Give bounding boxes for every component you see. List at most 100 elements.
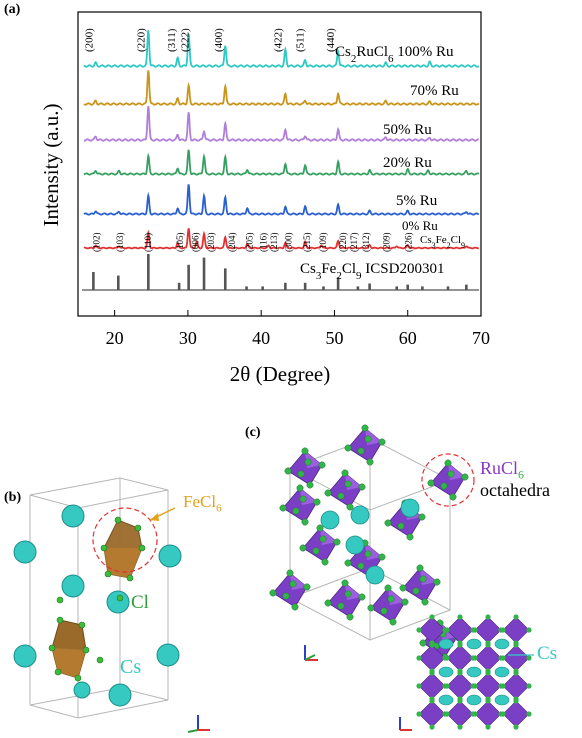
- hex-hkl-6: (203): [206, 233, 216, 253]
- rucl6-octahedron-12: [279, 484, 321, 526]
- grid-cs-atom-3: [494, 638, 510, 650]
- xrd-chart: 20 30 40 50 60 70 (200) (220) (311) (222) (400) (4…: [39, 11, 490, 386]
- rucl6-label: RuCl6: [480, 458, 525, 482]
- series-7: [82, 254, 479, 291]
- x-tick-label-50: 50: [325, 328, 343, 348]
- rucl6-projection-grid: [416, 614, 532, 730]
- series-line-5: [83, 184, 480, 216]
- rucl6-octahedron-13: [427, 459, 469, 501]
- hex-hkl-10: (213): [269, 233, 279, 253]
- grid-octahedron-15: [474, 700, 502, 728]
- cs-atom-c-1: [320, 510, 340, 530]
- rucl6-octahedron-1: [284, 447, 326, 489]
- cubic-hkl-2: (220): [135, 28, 147, 52]
- cubic-hkl-3: (311): [166, 28, 178, 52]
- series-6: [83, 228, 479, 250]
- series-line-3: [83, 106, 479, 142]
- cs2rucl6-structure: [269, 424, 534, 731]
- series-line-2: [83, 70, 480, 106]
- grid-cs-atom-8: [466, 694, 482, 706]
- series-label-20: 20% Ru: [383, 155, 432, 171]
- fecl6-label: FeCl6: [183, 492, 222, 515]
- grid-cs-atom-5: [466, 666, 482, 678]
- cubic-hkl-1: (200): [83, 28, 95, 52]
- series-label-5: 5% Ru: [396, 193, 438, 209]
- x-tick-label-20: 20: [106, 328, 124, 348]
- rucl6-octahedron-10: [367, 584, 409, 626]
- hex-hkl-2: (103): [115, 233, 125, 253]
- axis-triad-c: [304, 645, 412, 731]
- grid-cs-atom-9: [494, 694, 510, 706]
- hex-hkl-11: (300): [284, 233, 294, 253]
- rucl6-octahedron-9: [324, 579, 366, 621]
- octahedra-label: octahedra: [480, 480, 550, 500]
- series-label-cs3fe2cl9: Cs3Fe2Cl9: [420, 234, 465, 250]
- series-label-70: 70% Ru: [410, 83, 459, 99]
- grid-cs-atom-6: [494, 666, 510, 678]
- grid-octahedron-12: [502, 672, 530, 700]
- plot-frame: [77, 11, 482, 317]
- cs-atom-c-5: [350, 505, 370, 525]
- grid-octahedron-4: [502, 616, 530, 644]
- cs-atoms-b: [13, 504, 182, 707]
- cl-atoms-b: [48, 516, 146, 682]
- rucl6-octahedron-2: [344, 424, 386, 466]
- hex-hkl-18: (226): [404, 233, 414, 253]
- y-axis-label: Intensity (a.u.): [39, 103, 63, 226]
- hex-hkl-12: (215): [302, 233, 312, 253]
- hex-hkl-15: (217): [349, 233, 359, 253]
- grid-cs-atom-2: [466, 638, 482, 650]
- cs-label-c: Cs: [537, 643, 558, 664]
- cs-atom-c-4: [400, 498, 420, 518]
- cs-atom-c-3: [365, 565, 385, 585]
- series-layer: [82, 30, 480, 291]
- series-line-4: [83, 149, 480, 176]
- hex-hkl-4: (105): [175, 233, 185, 253]
- series-label-0: 0% Ru: [402, 218, 438, 233]
- grid-octahedron-16: [502, 700, 530, 728]
- hex-hkl-1: (102): [92, 233, 102, 253]
- rucl6-octahedron-7: [399, 564, 441, 606]
- grid-octahedron-9: [418, 672, 446, 700]
- panel-b-label: (b): [4, 490, 22, 505]
- series-2: [83, 70, 480, 106]
- x-tick-label-30: 30: [179, 328, 197, 348]
- rucl6-highlight-ring: [421, 453, 475, 507]
- grid-octahedron-10: [446, 672, 474, 700]
- series-label-icsd: Cs3Fe2Cl9 ICSD200301: [300, 261, 444, 282]
- x-axis-ticks: 20 30 40 50 60 70: [106, 310, 490, 348]
- grid-cs-atom-7: [438, 694, 454, 706]
- hex-hkl-7: (204): [227, 233, 237, 253]
- grid-octahedron-8: [502, 644, 530, 672]
- grid-cs-atom-1: [438, 638, 454, 650]
- grid-octahedron-3: [474, 616, 502, 644]
- cs-atom-c-2: [345, 535, 365, 555]
- panel-a-label: (a): [4, 2, 21, 17]
- grid-octahedron-14: [446, 700, 474, 728]
- grid-cs-atom-4: [438, 666, 454, 678]
- cs-label-b: Cs: [120, 656, 142, 678]
- series-4: [83, 149, 480, 176]
- x-tick-label-60: 60: [399, 328, 417, 348]
- hex-hkl-14: (220): [338, 233, 348, 253]
- grid-octahedron-6: [446, 644, 474, 672]
- rucl6-octahedron-3: [324, 469, 366, 511]
- rucl6-octahedron-5: [299, 524, 341, 566]
- series-3: [83, 106, 479, 142]
- panel-c-label: (c): [245, 425, 261, 440]
- series-line-6: [83, 228, 479, 250]
- axis-triad-b: [187, 715, 210, 733]
- hex-hkl-8: (205): [245, 233, 255, 253]
- series-1: [83, 30, 480, 68]
- series-5: [83, 184, 480, 216]
- grid-octahedron-11: [474, 672, 502, 700]
- rucl6-octahedron-8: [269, 569, 311, 611]
- hex-hkl-17: (209): [382, 233, 392, 253]
- cubic-hkl-5: (400): [213, 28, 225, 52]
- series-label-50: 50% Ru: [383, 122, 432, 138]
- hex-hkl-16: (312): [361, 233, 371, 253]
- series-label-cs2rucl6: Cs2RuCl6 100% Ru: [335, 44, 454, 65]
- cubic-hkl-6: (422): [272, 28, 284, 52]
- hex-hkl-3: (110): [143, 233, 153, 252]
